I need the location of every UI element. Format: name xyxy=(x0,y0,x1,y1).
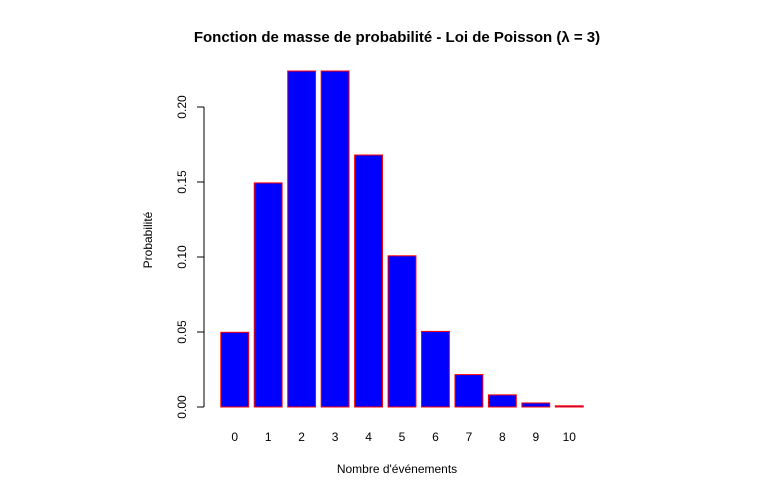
y-tick-label: 0.15 xyxy=(175,170,189,194)
chart-title: Fonction de masse de probabilité - Loi d… xyxy=(194,29,600,46)
x-tick-label-0: 0 xyxy=(231,430,238,444)
bar-8 xyxy=(487,394,517,408)
y-tick-label: 0.10 xyxy=(175,245,189,269)
y-axis: 0.00 0.05 0.10 0.15 0.20 xyxy=(175,95,205,419)
x-tick-label-10: 10 xyxy=(563,430,577,444)
x-tick-label-6: 6 xyxy=(432,430,439,444)
x-tick-label-9: 9 xyxy=(532,430,539,444)
x-tick-label-4: 4 xyxy=(365,430,372,444)
y-tick-label: 0.20 xyxy=(175,95,189,119)
x-tick-labels: 0 1 2 3 4 5 6 7 8 9 10 xyxy=(231,430,576,444)
bar-7 xyxy=(454,374,484,408)
bar-10 xyxy=(554,405,584,408)
x-tick-label-5: 5 xyxy=(399,430,406,444)
y-tick-label: 0.05 xyxy=(175,320,189,344)
bar-0 xyxy=(220,331,250,408)
bar-9 xyxy=(521,402,551,408)
bar-5 xyxy=(387,255,417,408)
bar-2 xyxy=(287,70,317,408)
bar-1 xyxy=(253,182,283,408)
bar-6 xyxy=(421,330,450,408)
y-axis-label: Probabilité xyxy=(141,211,155,268)
bars xyxy=(220,70,584,408)
x-axis-label: Nombre d'événements xyxy=(337,462,457,476)
x-tick-label-3: 3 xyxy=(332,430,339,444)
bar-3 xyxy=(320,70,350,408)
x-tick-label-8: 8 xyxy=(499,430,506,444)
bar-4 xyxy=(354,154,383,408)
x-tick-label-7: 7 xyxy=(466,430,473,444)
y-tick-label: 0.00 xyxy=(175,395,189,419)
x-tick-label-1: 1 xyxy=(265,430,272,444)
x-tick-label-2: 2 xyxy=(298,430,305,444)
